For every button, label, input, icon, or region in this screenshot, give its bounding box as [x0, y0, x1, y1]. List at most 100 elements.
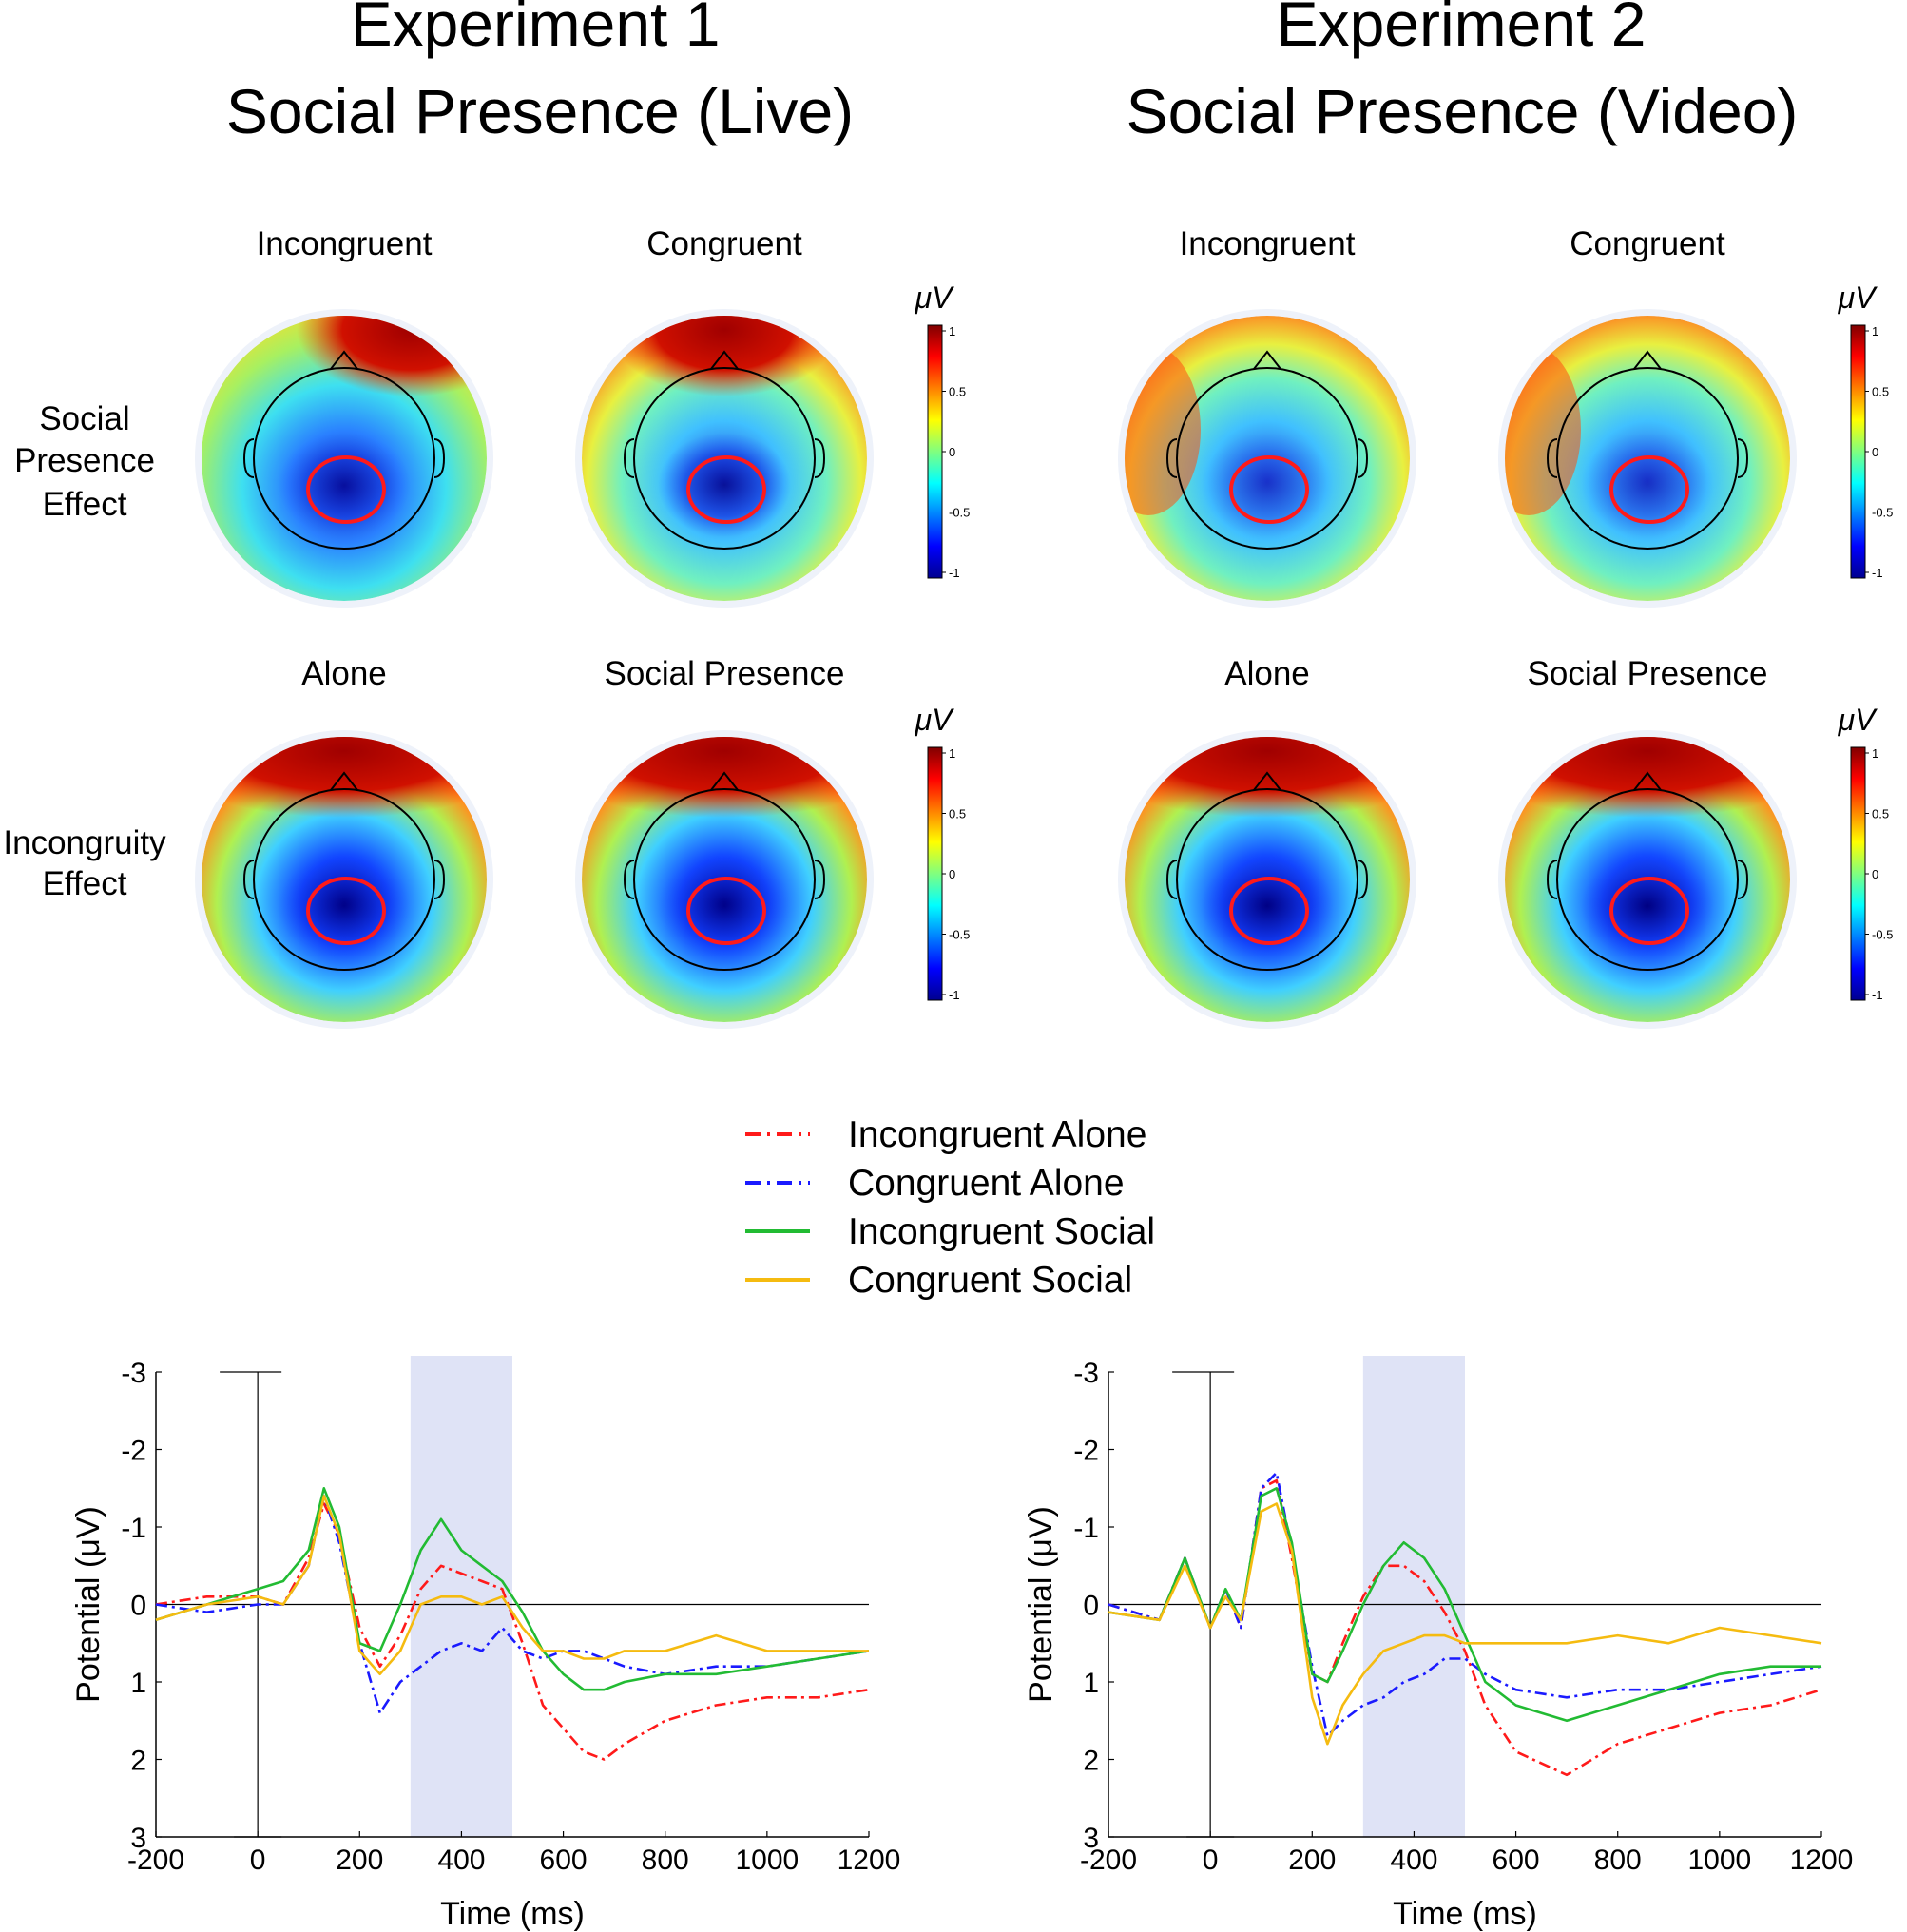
topomap-negative-region	[1581, 433, 1714, 537]
colorbar-tick-label: -0.5	[949, 506, 970, 520]
colorbar-gradient	[1850, 746, 1866, 1001]
topomap-negative-region	[658, 854, 791, 958]
colorbar-tick-label: -0.5	[1872, 506, 1893, 520]
y-tick-label: -1	[121, 1513, 146, 1544]
colorbar: μV 1 0.5 0 -0.5 -1	[1838, 703, 1894, 1002]
colorbar-tick-label: 1	[1872, 324, 1878, 338]
colorbars: μV10.50-0.5-1μV10.50-0.5-1μV10.50-0.5-1μ…	[915, 280, 1894, 1002]
experiment-2-title: Experiment 2 Social Presence (Video)	[1127, 0, 1799, 146]
colorbar: μV 1 0.5 0 -0.5 -1	[915, 280, 971, 580]
topomap-negative-region	[1581, 854, 1714, 958]
colorbar-tick-label: 0.5	[949, 385, 966, 399]
colorbar-tick-label: 0	[949, 445, 955, 459]
left-ear-outline	[623, 860, 635, 899]
topomap-positive-region	[1505, 344, 1581, 515]
colorbar-tick-label: -1	[949, 566, 960, 580]
colorbar-tick-label: 1	[949, 746, 955, 761]
legend-label-congruent-alone: Congruent Alone	[848, 1163, 1125, 1204]
y-tick-label: 1	[130, 1668, 146, 1699]
series-line-incongruent-social	[1108, 1487, 1821, 1723]
head-outline	[1556, 788, 1739, 971]
roi-circle	[1609, 455, 1689, 524]
colorbar-unit: μV	[1838, 703, 1878, 737]
roi-circle	[306, 877, 386, 945]
colorbar-unit: μV	[915, 280, 955, 315]
colorbar-tick-label: -0.5	[949, 928, 970, 942]
experiment-2-title-line2: Social Presence (Video)	[1127, 76, 1799, 146]
nose-outline	[330, 771, 358, 791]
head-outline	[1556, 367, 1739, 550]
topomap-exp1-r1c0: Alone	[195, 655, 493, 1029]
experiment-1-title: Experiment 1 Social Presence (Live)	[226, 0, 854, 146]
x-tick-label: 400	[1390, 1845, 1437, 1876]
right-ear-outline	[1737, 860, 1749, 899]
colorbar-tick-label: 1	[949, 324, 955, 338]
nose-outline	[1253, 350, 1281, 370]
left-ear-outline	[1165, 438, 1178, 478]
x-tick-label: 200	[336, 1845, 383, 1876]
topomap-negative-region	[278, 433, 411, 537]
nose-outline	[710, 350, 739, 370]
x-tick-label: 1200	[838, 1845, 901, 1876]
colorbar-gradient	[927, 746, 943, 1001]
left-ear-outline	[242, 860, 255, 899]
topomap-exp2-r0c1: Congruent	[1498, 225, 1797, 608]
topomap-grid: Incongruent Congruent Alone Social Presence…	[195, 225, 1797, 1029]
x-tick-label: -200	[127, 1845, 184, 1876]
roi-circle	[1229, 877, 1309, 945]
nose-outline	[1633, 771, 1662, 791]
topomap-exp2-r1c1: Social Presence	[1498, 655, 1797, 1029]
topomap-positive-region	[1505, 737, 1790, 818]
head-outline	[1176, 788, 1358, 971]
colorbar-tick-label: 1	[1872, 746, 1878, 761]
topomap-positive-region	[202, 737, 487, 818]
x-tick-label: 400	[437, 1845, 485, 1876]
series-line-incongruent-social	[155, 1487, 870, 1691]
legend-label-incongruent-social: Incongruent Social	[848, 1211, 1155, 1252]
topomap-title: Incongruent	[1180, 225, 1356, 262]
colorbar-unit: μV	[915, 703, 955, 737]
topomap-negative-region	[658, 433, 791, 537]
topomap-title: Congruent	[646, 225, 802, 262]
head-outline	[253, 788, 435, 971]
y-axis-label: Potential (μV)	[1023, 1506, 1059, 1703]
colorbar-tick-label: 0	[1872, 867, 1878, 881]
row-label-line: Effect	[43, 865, 127, 902]
colorbar-tick-label: -1	[1872, 988, 1883, 1002]
colorbar: μV 1 0.5 0 -0.5 -1	[915, 703, 971, 1002]
head-outline	[633, 367, 816, 550]
colorbar-tick-label: -1	[949, 988, 960, 1002]
colorbar-tick-label: 0.5	[949, 807, 966, 821]
right-ear-outline	[1357, 438, 1369, 478]
topomap-exp2-r1c0: Alone	[1118, 655, 1416, 1029]
right-ear-outline	[433, 860, 446, 899]
x-tick-label: -200	[1080, 1845, 1137, 1876]
series-line-congruent-social	[155, 1495, 869, 1676]
nose-outline	[710, 771, 739, 791]
x-tick-label: 600	[1493, 1845, 1540, 1876]
roi-circle	[1229, 455, 1309, 524]
topomap-negative-region	[1201, 433, 1334, 537]
colorbar-tick-label: 0	[1872, 445, 1878, 459]
topomap-positive-region	[1125, 737, 1410, 818]
row-label-line: Social	[39, 400, 129, 437]
x-tick-label: 800	[1594, 1845, 1642, 1876]
colorbar-tick-label: -1	[1872, 566, 1883, 580]
series-line-congruent-social	[1108, 1502, 1822, 1746]
topomap-positive-region	[582, 737, 867, 818]
right-ear-outline	[814, 438, 826, 478]
experiment-1-title-line2: Social Presence (Live)	[226, 76, 854, 146]
x-tick-label: 800	[642, 1845, 689, 1876]
head-outline	[1176, 367, 1358, 550]
y-tick-label: -2	[121, 1436, 146, 1467]
y-tick-label: 2	[130, 1746, 146, 1777]
topomap-negative-region	[1201, 854, 1334, 958]
colorbar-gradient	[927, 324, 943, 579]
y-tick-label: -3	[1073, 1358, 1099, 1389]
colorbar: μV 1 0.5 0 -0.5 -1	[1838, 280, 1894, 580]
topomap-exp2-r0c0: Incongruent	[1118, 225, 1416, 608]
left-ear-outline	[1165, 860, 1178, 899]
x-tick-label: 0	[250, 1845, 266, 1876]
topomap-title: Social Presence	[1528, 655, 1768, 692]
